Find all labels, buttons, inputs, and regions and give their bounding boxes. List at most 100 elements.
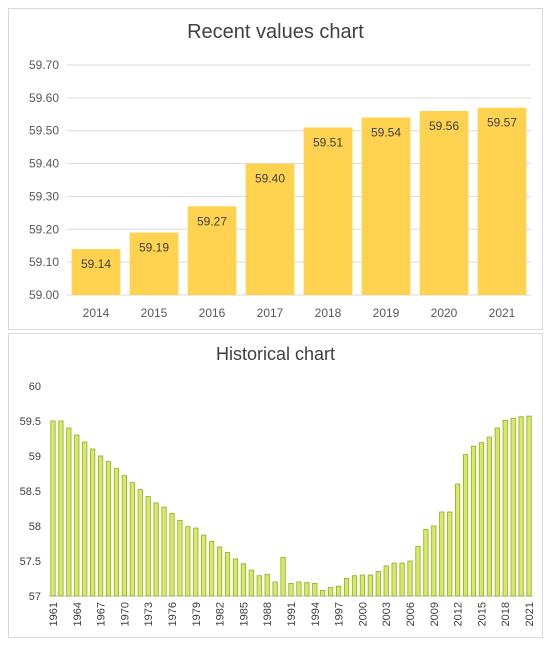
bar <box>462 454 469 597</box>
x-tick-label: 2021 <box>489 306 516 320</box>
bar <box>383 565 389 597</box>
y-tick-label: 59.30 <box>29 189 59 203</box>
bar <box>97 455 104 597</box>
bar <box>407 560 413 597</box>
data-label: 59.27 <box>197 214 227 228</box>
bar <box>526 415 532 597</box>
x-tick-label: 2003 <box>381 602 393 626</box>
data-label: 59.51 <box>313 135 343 149</box>
bar <box>187 206 237 295</box>
y-tick-label: 60 <box>29 381 41 393</box>
x-tick-label: 1988 <box>262 602 274 626</box>
bar <box>82 441 88 597</box>
bar <box>71 249 121 295</box>
x-tick-label: 1964 <box>72 602 84 626</box>
x-tick-label: 2000 <box>357 602 369 626</box>
bar <box>137 489 143 597</box>
bar <box>74 434 80 597</box>
bar <box>415 545 421 597</box>
bar <box>232 558 239 597</box>
bar <box>217 546 223 597</box>
data-label: 59.56 <box>429 119 459 133</box>
bar <box>431 525 437 597</box>
bar <box>248 569 254 597</box>
bar <box>296 581 302 597</box>
bar <box>129 232 179 295</box>
x-tick-label: 2018 <box>500 602 512 626</box>
bar <box>145 496 151 597</box>
bar <box>201 534 207 597</box>
bar <box>486 436 492 597</box>
bar <box>361 117 411 295</box>
bar <box>161 506 167 597</box>
bar <box>328 587 334 597</box>
bar <box>280 557 286 597</box>
x-tick-label: 2021 <box>524 602 536 626</box>
x-tick-label: 2019 <box>373 306 400 320</box>
x-tick-label: 2018 <box>315 306 342 320</box>
bar <box>510 417 516 597</box>
bar <box>518 416 524 597</box>
y-tick-label: 59.5 <box>20 416 41 428</box>
historical-chart: 57 57.5 58 58.5 59 59.5 60 1961 1964 1967 1970 1973… <box>20 381 536 626</box>
bar <box>272 581 278 597</box>
y-tick-label: 57 <box>29 591 41 603</box>
x-tick-label: 2009 <box>429 602 441 626</box>
data-label: 59.19 <box>139 241 169 255</box>
bar <box>477 107 527 295</box>
bar <box>66 427 72 597</box>
y-tick-label: 59.00 <box>29 288 59 302</box>
bar <box>502 419 508 597</box>
data-label: 59.54 <box>371 126 401 140</box>
recent-values-chart: 59.00 59.10 59.20 59.30 59.40 59.50 59.60 59.70… <box>29 58 531 320</box>
y-tick-label: 57.5 <box>20 556 41 568</box>
x-tick-label: 1979 <box>191 602 203 626</box>
x-tick-label: 2017 <box>257 306 284 320</box>
bar <box>419 111 469 295</box>
bar <box>169 512 175 597</box>
chart-title: Recent values chart <box>187 21 364 43</box>
y-tick-label: 58 <box>29 521 41 533</box>
bar <box>359 574 365 597</box>
y-tick-label: 59.10 <box>29 255 59 269</box>
bar <box>320 589 326 597</box>
y-tick-label: 59 <box>29 451 41 463</box>
chart-title: Historical chart <box>215 344 336 364</box>
bar <box>312 582 318 597</box>
bar <box>423 529 429 597</box>
bar <box>304 582 310 597</box>
bar <box>113 468 120 597</box>
bar <box>209 540 215 597</box>
bar <box>399 562 405 597</box>
x-tick-label: 2016 <box>199 306 226 320</box>
y-tick-label: 59.60 <box>29 91 59 105</box>
recent-values-chart-panel: Recent values chart 59.00 59.10 59.20 59.30… <box>8 8 543 330</box>
x-tick-label: 2012 <box>453 602 465 626</box>
bar <box>224 552 231 597</box>
y-tick-label: 58.5 <box>20 486 41 498</box>
bar <box>240 563 246 597</box>
y-tick-label: 59.70 <box>29 58 59 72</box>
x-tick-label: 2006 <box>405 602 417 626</box>
x-tick-label: 2015 <box>141 306 168 320</box>
y-tick-label: 59.40 <box>29 157 59 171</box>
x-tick-label: 2014 <box>83 306 110 320</box>
x-tick-label: 1976 <box>167 602 179 626</box>
x-tick-label: 2015 <box>476 602 488 626</box>
bar <box>177 519 183 597</box>
bar <box>439 511 445 597</box>
bar <box>367 574 373 597</box>
x-tick-label: 1967 <box>96 602 108 626</box>
bar <box>288 582 294 597</box>
bar <box>185 526 191 597</box>
y-tick-label: 59.20 <box>29 222 59 236</box>
x-tick-label: 1961 <box>48 602 60 626</box>
bar <box>153 502 159 597</box>
data-label: 59.57 <box>487 116 517 130</box>
bar <box>391 562 397 597</box>
bar <box>193 527 199 597</box>
x-tick-label: 1994 <box>310 602 322 626</box>
data-label: 59.14 <box>81 257 111 271</box>
bar <box>50 420 56 597</box>
bar <box>264 573 270 597</box>
